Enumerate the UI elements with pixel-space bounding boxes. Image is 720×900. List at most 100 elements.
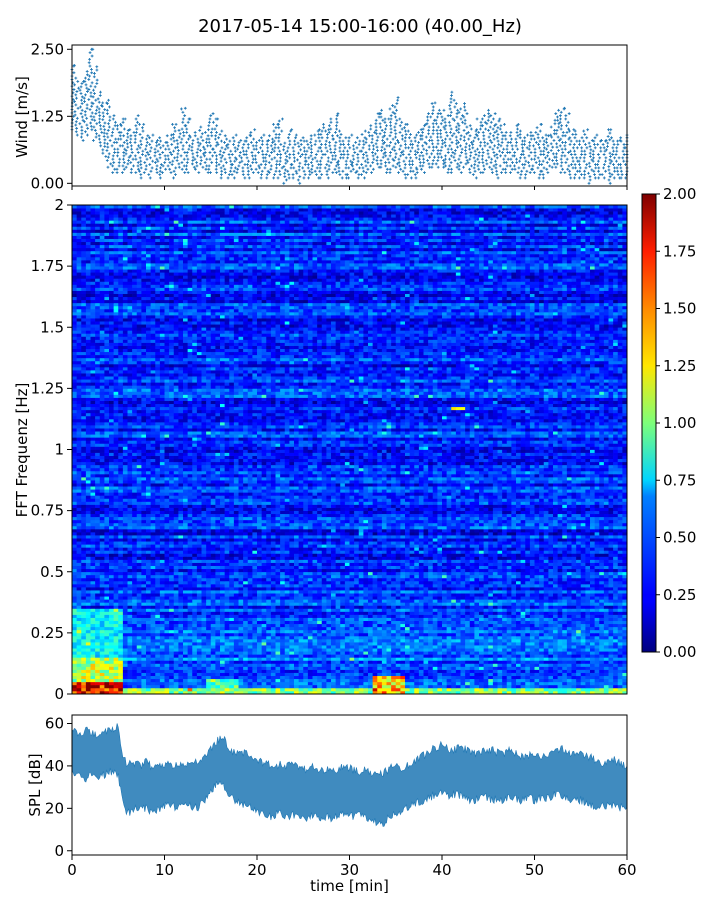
- spectrogram-cell: [174, 621, 179, 624]
- spectrogram-cell: [548, 663, 553, 666]
- spectrogram-cell: [192, 642, 197, 645]
- spectrogram-cell: [155, 636, 160, 639]
- spectrogram-cell: [174, 666, 179, 669]
- spectrogram-cell: [599, 627, 604, 630]
- spectrogram-cell: [123, 688, 128, 691]
- spectrogram-cell: [308, 630, 313, 633]
- spectrogram-cell: [609, 648, 614, 651]
- spectrogram-cell: [451, 621, 456, 624]
- spectrogram-cell: [451, 642, 456, 645]
- wind-point: [84, 114, 87, 117]
- spectrogram-cell: [590, 651, 595, 654]
- spectrogram-cell: [479, 630, 484, 633]
- wind-point: [252, 144, 255, 147]
- wind-point: [439, 129, 442, 132]
- spectrogram-cell: [484, 685, 489, 688]
- spectrogram-cell: [215, 657, 220, 660]
- spectrogram-cell: [400, 679, 405, 682]
- spectrogram-cell: [479, 639, 484, 642]
- spectrogram-cell: [507, 670, 512, 673]
- spectrogram-cell: [229, 663, 234, 666]
- spectrogram-cell: [257, 621, 262, 624]
- wind-point: [266, 173, 269, 176]
- spectrogram-cell: [502, 670, 507, 673]
- wind-point: [121, 144, 124, 147]
- spectrogram-cell: [377, 645, 382, 648]
- spectrogram-cell: [211, 639, 216, 642]
- wind-point: [432, 159, 435, 162]
- spectrogram-cell: [548, 645, 553, 648]
- spectrogram-cell: [581, 673, 586, 676]
- spectrogram-cell: [424, 651, 429, 654]
- wind-point: [465, 156, 468, 159]
- spectrogram-cell: [530, 654, 535, 657]
- spectrogram-cell: [183, 618, 188, 621]
- spectrogram-cell: [95, 630, 100, 633]
- spectrogram-cell: [178, 642, 183, 645]
- spectrogram-cell: [410, 636, 415, 639]
- spectrogram-cell: [137, 654, 142, 657]
- spectrogram-cell: [618, 624, 623, 627]
- wind-point: [331, 154, 334, 157]
- spectrogram-cell: [419, 645, 424, 648]
- spectrogram-cell: [178, 615, 183, 618]
- spectrogram-cell: [456, 663, 461, 666]
- spectrogram-cell: [215, 633, 220, 636]
- spectrogram-cell: [465, 660, 470, 663]
- wind-point: [417, 141, 420, 144]
- spectrogram-cell: [400, 621, 405, 624]
- wind-point: [358, 140, 361, 143]
- spectrogram-cell: [470, 663, 475, 666]
- wind-point: [266, 143, 269, 146]
- spectrogram-cell: [474, 648, 479, 651]
- spectrogram-cell: [525, 630, 530, 633]
- spectrogram-cell: [169, 654, 174, 657]
- spectrogram-cell: [234, 618, 239, 621]
- wind-point: [609, 155, 612, 158]
- spectrogram-cell: [465, 627, 470, 630]
- spectrogram-cell: [456, 654, 461, 657]
- wind-point: [94, 85, 97, 88]
- spectrogram-cell: [225, 633, 230, 636]
- wind-point: [249, 131, 252, 134]
- spectrogram-cell: [424, 657, 429, 660]
- spectrogram-cell: [521, 657, 526, 660]
- wind-point: [319, 167, 322, 170]
- spectrogram-cell: [313, 679, 318, 682]
- spectrogram-cell: [470, 685, 475, 688]
- spectrogram-cell: [123, 648, 128, 651]
- spectrogram-cell: [137, 685, 142, 688]
- wind-point: [228, 156, 231, 159]
- spectrogram-cell: [498, 627, 503, 630]
- spectrogram-cell: [118, 633, 123, 636]
- spectrogram-cell: [359, 654, 364, 657]
- spectrogram-cell: [317, 639, 322, 642]
- spectrogram-cell: [132, 624, 137, 627]
- spectrogram-cell: [544, 618, 549, 621]
- spectrogram-cell: [567, 642, 572, 645]
- spectrogram-cell: [206, 633, 211, 636]
- spectrogram-cell: [562, 673, 567, 676]
- wind-point: [313, 134, 316, 137]
- spectrogram-cell: [294, 673, 299, 676]
- spectrogram-cell: [123, 651, 128, 654]
- wind-point: [369, 164, 372, 167]
- spectrogram-cell: [326, 654, 331, 657]
- wind-point: [95, 122, 98, 125]
- spectrogram-cell: [206, 624, 211, 627]
- spectrogram-cell: [225, 642, 230, 645]
- wind-point: [493, 144, 496, 147]
- spectrogram-panel: 00.250.50.7511.251.51.752 FFT Frequenz […: [13, 196, 627, 703]
- spectrogram-cell: [155, 615, 160, 618]
- wind-point: [604, 156, 607, 159]
- wind-point: [583, 150, 586, 153]
- spectrogram-cell: [206, 642, 211, 645]
- spectrogram-cell: [271, 688, 276, 691]
- spectrogram-cell: [285, 670, 290, 673]
- spectrogram-cell: [202, 670, 207, 673]
- spectrogram-cell: [502, 630, 507, 633]
- wind-point: [220, 160, 223, 163]
- wind-point: [88, 58, 91, 61]
- spectrogram-cell: [155, 676, 160, 679]
- spectrogram-cell: [188, 688, 193, 691]
